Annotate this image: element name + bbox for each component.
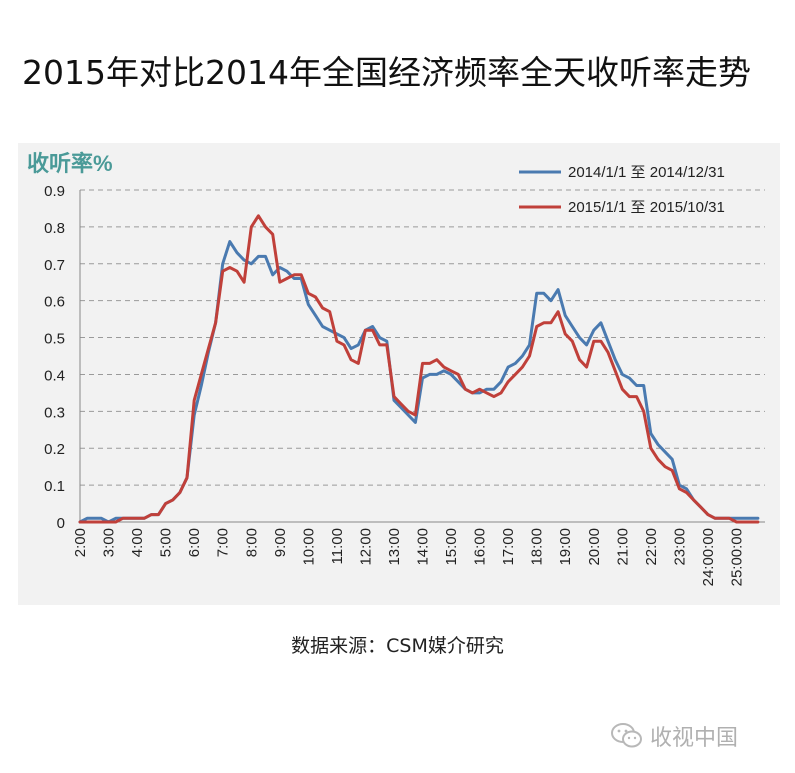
x-tick-label: 19:00 (557, 528, 574, 566)
wechat-icon (611, 723, 642, 748)
x-tick-label: 13:00 (386, 528, 403, 566)
legend-label: 2014/1/1 至 2014/12/31 (568, 164, 725, 181)
y-tick-label: 0.5 (44, 331, 65, 348)
watermark: 收视中国 (610, 720, 738, 752)
x-tick-label: 11:00 (329, 528, 346, 564)
x-tick-label: 9:00 (272, 528, 289, 557)
data-source-note: 数据来源：CSM媒介研究 (291, 635, 504, 657)
x-tick-label: 14:00 (415, 528, 432, 566)
x-tick-label: 4:00 (129, 528, 146, 557)
x-tick-label: 22:00 (643, 528, 660, 566)
x-tick-label: 18:00 (529, 528, 546, 566)
y-tick-label: 0.6 (44, 294, 65, 311)
y-tick-label: 0.4 (44, 367, 65, 384)
page-title: 2015年对比2014年全国经济频率全天收听率走势 (22, 53, 751, 92)
legend-label: 2015/1/1 至 2015/10/31 (568, 199, 725, 216)
x-tick-label: 15:00 (443, 528, 460, 566)
x-tick-label: 16:00 (472, 528, 489, 566)
x-tick-label: 5:00 (158, 528, 175, 557)
x-tick-label: 3:00 (101, 528, 118, 557)
y-tick-label: 0.1 (44, 478, 65, 495)
x-tick-label: 8:00 (243, 528, 260, 557)
y-tick-label: 0.3 (44, 404, 65, 421)
y-tick-label: 0.8 (44, 220, 65, 237)
x-tick-label: 6:00 (186, 528, 203, 557)
x-tick-label: 23:00 (671, 528, 688, 566)
watermark-text: 收视中国 (650, 726, 739, 751)
y-axis-label: 收听率% (27, 151, 113, 176)
x-tick-label: 10:00 (300, 528, 317, 566)
x-tick-label: 2:00 (72, 528, 89, 557)
x-tick-label: 24:00:00 (700, 528, 717, 586)
x-tick-label: 20:00 (586, 528, 603, 566)
x-tick-label: 7:00 (215, 528, 232, 557)
y-tick-label: 0.7 (44, 257, 65, 274)
x-tick-label: 21:00 (614, 528, 631, 566)
x-tick-label: 12:00 (357, 528, 374, 566)
x-tick-label: 17:00 (500, 528, 517, 566)
series-line-2015 (78, 214, 760, 524)
y-tick-label: 0.2 (44, 441, 65, 458)
y-tick-label: 0 (57, 515, 65, 532)
x-tick-label: 25:00:00 (728, 528, 745, 586)
y-tick-label: 0.9 (44, 183, 65, 200)
